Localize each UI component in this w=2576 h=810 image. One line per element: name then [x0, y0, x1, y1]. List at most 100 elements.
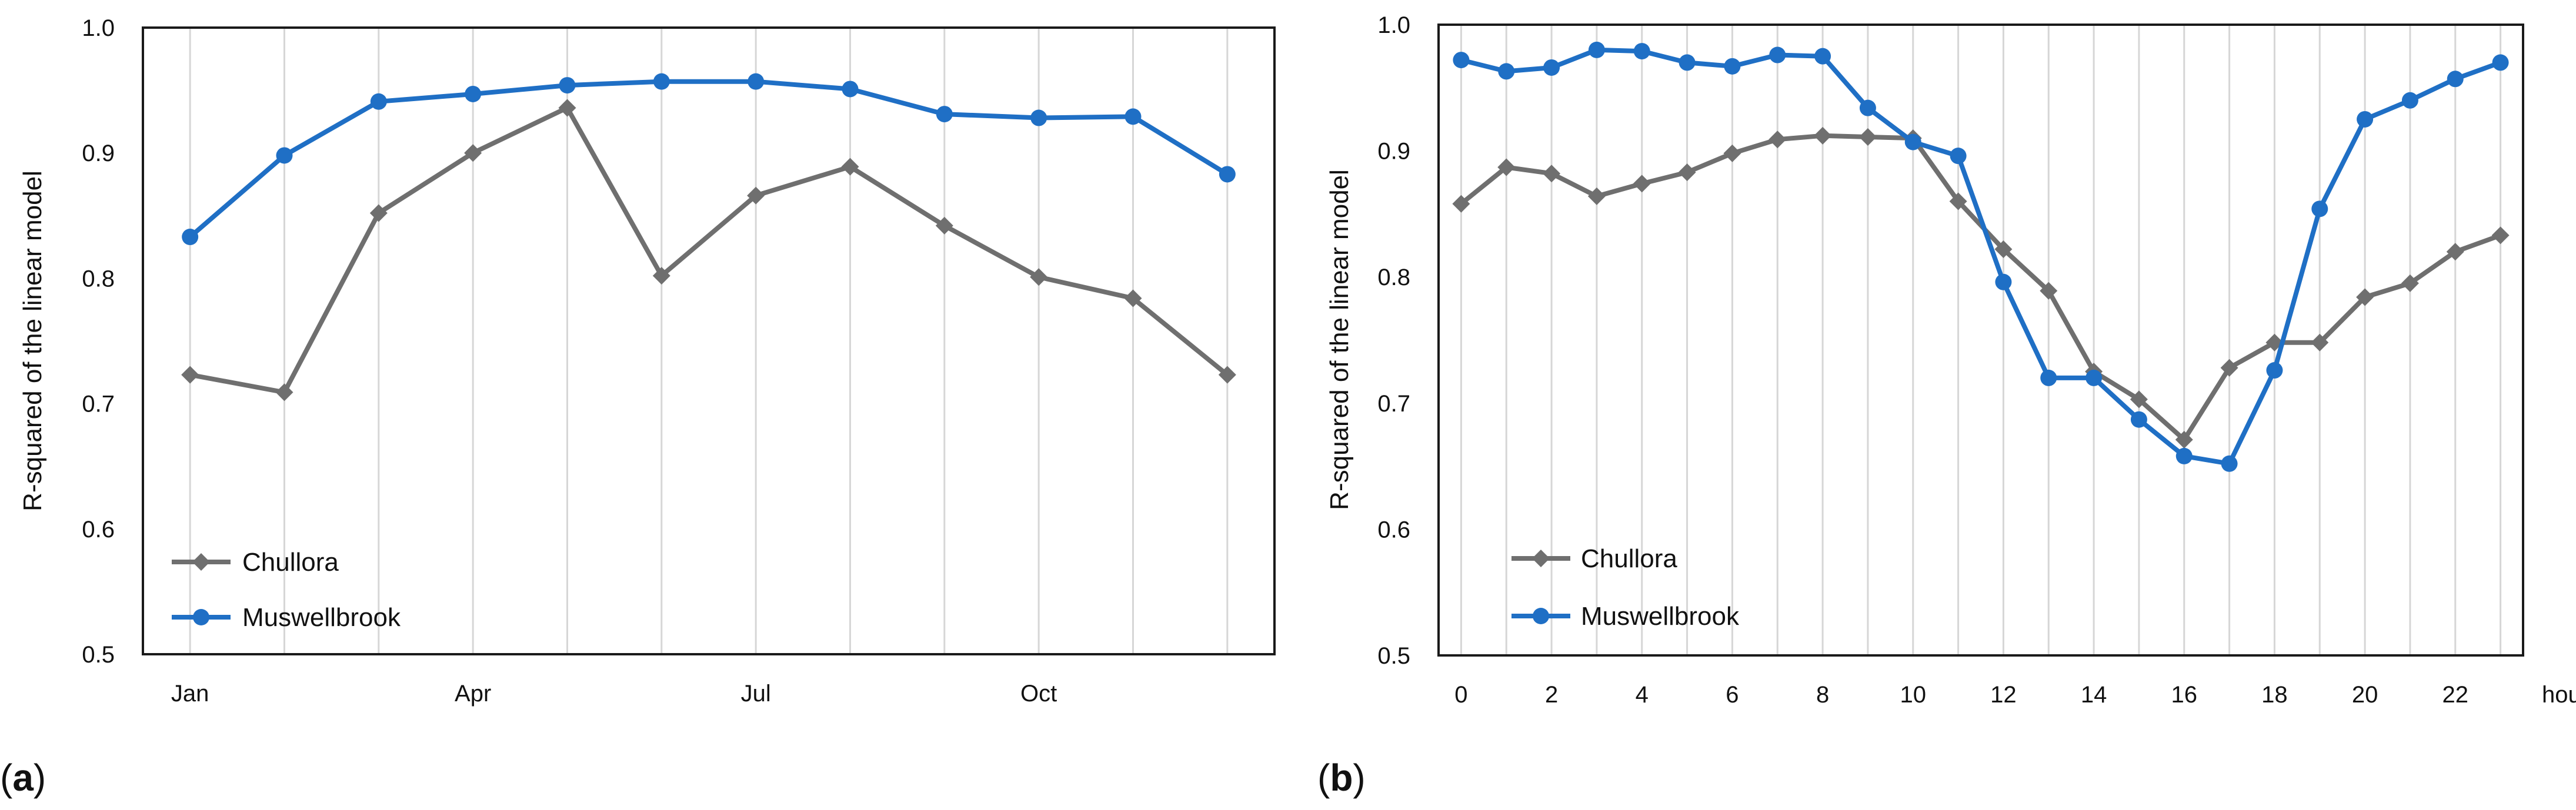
series-muswellbrook [182, 73, 1236, 246]
chart-panel-a: 0.5 0.6 0.7 0.8 0.9 1.0 Jan Apr Jul Oct R-squared … [0, 15, 1276, 799]
data-point [2220, 359, 2238, 377]
series-chullora [181, 99, 1236, 401]
data-point [275, 383, 293, 401]
legend-label: Muswellbrook [242, 603, 401, 632]
data-point [1125, 108, 1142, 125]
data-point [2447, 71, 2464, 88]
x-tick-label: Oct [1020, 681, 1057, 707]
data-point [1633, 43, 1650, 60]
data-point [369, 204, 388, 222]
x-tick-label: 4 [1636, 682, 1649, 708]
data-point [653, 73, 670, 90]
data-point [559, 77, 576, 94]
data-point [465, 85, 482, 102]
series-line [188, 79, 1229, 239]
data-point [1814, 126, 1832, 145]
data-point [1124, 289, 1142, 307]
legend-marker [1533, 608, 1549, 624]
data-point [652, 267, 670, 285]
x-tick-label: Apr [455, 681, 491, 707]
data-point [1543, 165, 1561, 183]
chart-panel-b: 0.5 0.6 0.7 0.8 0.9 1.0 0 2 4 6 8 10 12 14 16 18 20 22 hou… [1317, 12, 2576, 799]
data-point [2401, 92, 2418, 109]
data-point [2040, 282, 2058, 300]
data-point [1904, 133, 1921, 150]
data-point [2446, 243, 2464, 261]
data-point [1587, 187, 1606, 205]
x-axis-label: hour [2542, 682, 2576, 708]
data-point [1724, 58, 1741, 75]
x-tick-label: 8 [1816, 682, 1829, 708]
series-muswellbrook [1453, 41, 2509, 472]
data-point [1950, 148, 1967, 165]
y-axis-label: R-squared of the linear model [18, 170, 47, 511]
x-tick-label: 16 [2171, 682, 2198, 708]
data-point [1994, 240, 2013, 258]
x-tick-label: Jan [171, 681, 209, 707]
data-point [1678, 163, 1696, 182]
data-point [1543, 59, 1560, 76]
data-point [2175, 431, 2193, 449]
data-point [2311, 333, 2329, 352]
data-point [1949, 192, 1967, 210]
legend-label: Chullora [242, 548, 339, 577]
data-point [2491, 226, 2510, 245]
data-point [1452, 195, 1470, 213]
data-point [2266, 362, 2283, 379]
data-point [1498, 63, 1515, 80]
plot-frame [142, 26, 1276, 655]
data-point [1769, 130, 1787, 149]
data-point [2130, 390, 2148, 409]
legend-marker [1532, 550, 1550, 567]
x-tick-label: 6 [1726, 682, 1739, 708]
x-tick-label: 14 [2081, 682, 2107, 708]
y-tick-label: 1.0 [1377, 12, 1410, 38]
data-point [2311, 200, 2328, 217]
plot-frame [1437, 24, 2524, 657]
legend-marker [192, 553, 210, 571]
y-tick-label: 0.6 [1377, 517, 1410, 543]
series-line [1459, 133, 2501, 442]
data-point [1633, 175, 1651, 193]
x-tick-label: 0 [1454, 682, 1467, 708]
data-point [1497, 158, 1516, 176]
y-tick-label: 0.6 [82, 517, 115, 543]
y-tick-label: 0.5 [1377, 643, 1410, 669]
data-point [370, 93, 387, 110]
x-tick-label: Jul [741, 681, 771, 707]
data-point [936, 106, 953, 123]
y-tick-label: 0.5 [82, 642, 115, 668]
legend-item-chullora: Chullora [172, 548, 339, 577]
data-point [2040, 369, 2057, 386]
data-point [1859, 99, 1876, 116]
data-point [1218, 366, 1236, 384]
data-point [276, 147, 293, 164]
legend-item-chullora: Chullora [1511, 544, 1677, 573]
data-point [748, 73, 765, 90]
y-tick-label: 0.7 [1377, 391, 1410, 417]
data-point [841, 158, 859, 176]
data-point [1453, 52, 1470, 69]
series-chullora [1452, 126, 2510, 449]
data-point [747, 186, 765, 205]
data-point [1814, 48, 1831, 65]
x-tick-label: 20 [2352, 682, 2378, 708]
series-line [1460, 47, 2501, 466]
y-tick-label: 1.0 [82, 15, 115, 41]
data-point [1588, 41, 1605, 58]
legend-item-muswellbrook: Muswellbrook [1511, 602, 1740, 631]
data-point [558, 99, 576, 117]
data-point [464, 144, 482, 162]
data-point [1723, 144, 1741, 162]
data-point [2356, 288, 2374, 306]
legend-marker [193, 609, 209, 625]
data-point [1858, 128, 1877, 146]
data-point [1030, 109, 1047, 126]
data-point [2130, 411, 2147, 428]
data-point [1679, 54, 1696, 71]
panel-label: (b) [1317, 757, 1366, 799]
data-point [181, 366, 199, 384]
data-point [2401, 274, 2419, 292]
data-point [935, 216, 953, 235]
